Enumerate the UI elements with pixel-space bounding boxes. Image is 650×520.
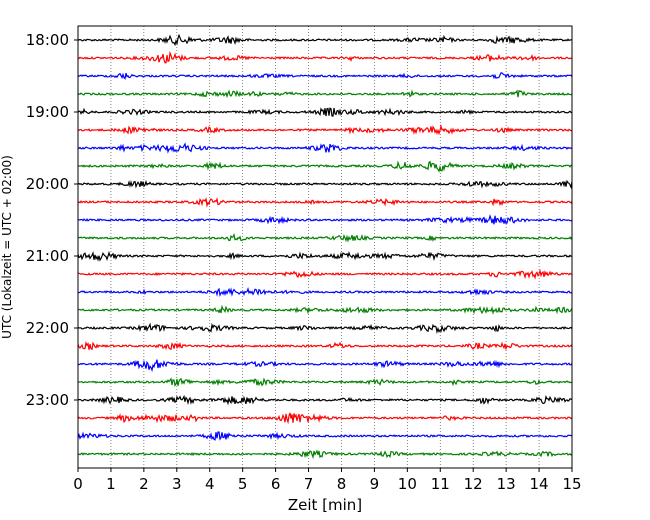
x-tick-label: 3 — [172, 475, 182, 493]
x-tick-label: 5 — [238, 475, 248, 493]
trace-line — [77, 33, 573, 47]
x-axis-ticks: 0 1 2 3 4 5 6 7 8 9 10 11 12 13 14 15 — [73, 468, 582, 493]
trace-line — [77, 107, 573, 117]
x-tick-label: 4 — [205, 475, 215, 493]
y-tick-label: 22:00 — [26, 319, 69, 337]
y-tick-label: 21:00 — [26, 247, 69, 265]
y-axis-ticks: 18:00 19:00 20:00 21:00 22:00 23:00 — [26, 31, 78, 409]
x-tick-label: 7 — [304, 475, 314, 493]
x-tick-label: 12 — [464, 475, 483, 493]
trace-line — [77, 250, 573, 262]
x-axis-label: Zeit [min] — [288, 496, 362, 514]
y-tick-label: 23:00 — [26, 391, 69, 409]
trace-line — [77, 304, 573, 315]
trace-line — [77, 214, 573, 225]
x-tick-label: 14 — [530, 475, 549, 493]
seismogram-traces — [77, 33, 573, 460]
trace-line — [77, 412, 573, 425]
trace-line — [77, 233, 573, 243]
x-tick-label: 10 — [398, 475, 417, 493]
plot-frame — [77, 25, 573, 469]
trace-line — [77, 50, 573, 64]
x-tick-label: 8 — [337, 475, 347, 493]
x-tick-label: 11 — [431, 475, 450, 493]
x-tick-label: 0 — [73, 475, 83, 493]
trace-line — [77, 340, 573, 351]
trace-line — [77, 179, 573, 190]
y-tick-label: 19:00 — [26, 103, 69, 121]
y-axis-label: UTC (Lokalzeit = UTC + 02:00) — [0, 155, 14, 339]
x-tick-label: 13 — [497, 475, 516, 493]
y-tick-label: 18:00 — [26, 31, 69, 49]
trace-line — [77, 377, 573, 387]
trace-line — [77, 142, 573, 154]
trace-line — [77, 89, 573, 99]
trace-line — [77, 431, 573, 441]
trace-line — [77, 72, 573, 80]
trace-line — [77, 123, 573, 136]
x-tick-label: 6 — [271, 475, 281, 493]
trace-line — [77, 286, 573, 297]
x-tick-label: 1 — [106, 475, 116, 493]
trace-line — [77, 359, 573, 373]
trace-line — [77, 160, 573, 173]
x-tick-label: 9 — [370, 475, 380, 493]
y-tick-label: 20:00 — [26, 175, 69, 193]
x-tick-label: 2 — [139, 475, 149, 493]
trace-line — [77, 449, 573, 460]
trace-line — [77, 197, 573, 208]
trace-line — [77, 268, 572, 280]
trace-line — [77, 322, 573, 335]
trace-line — [77, 394, 573, 406]
x-tick-label: 15 — [562, 475, 581, 493]
plot-background — [78, 26, 572, 468]
